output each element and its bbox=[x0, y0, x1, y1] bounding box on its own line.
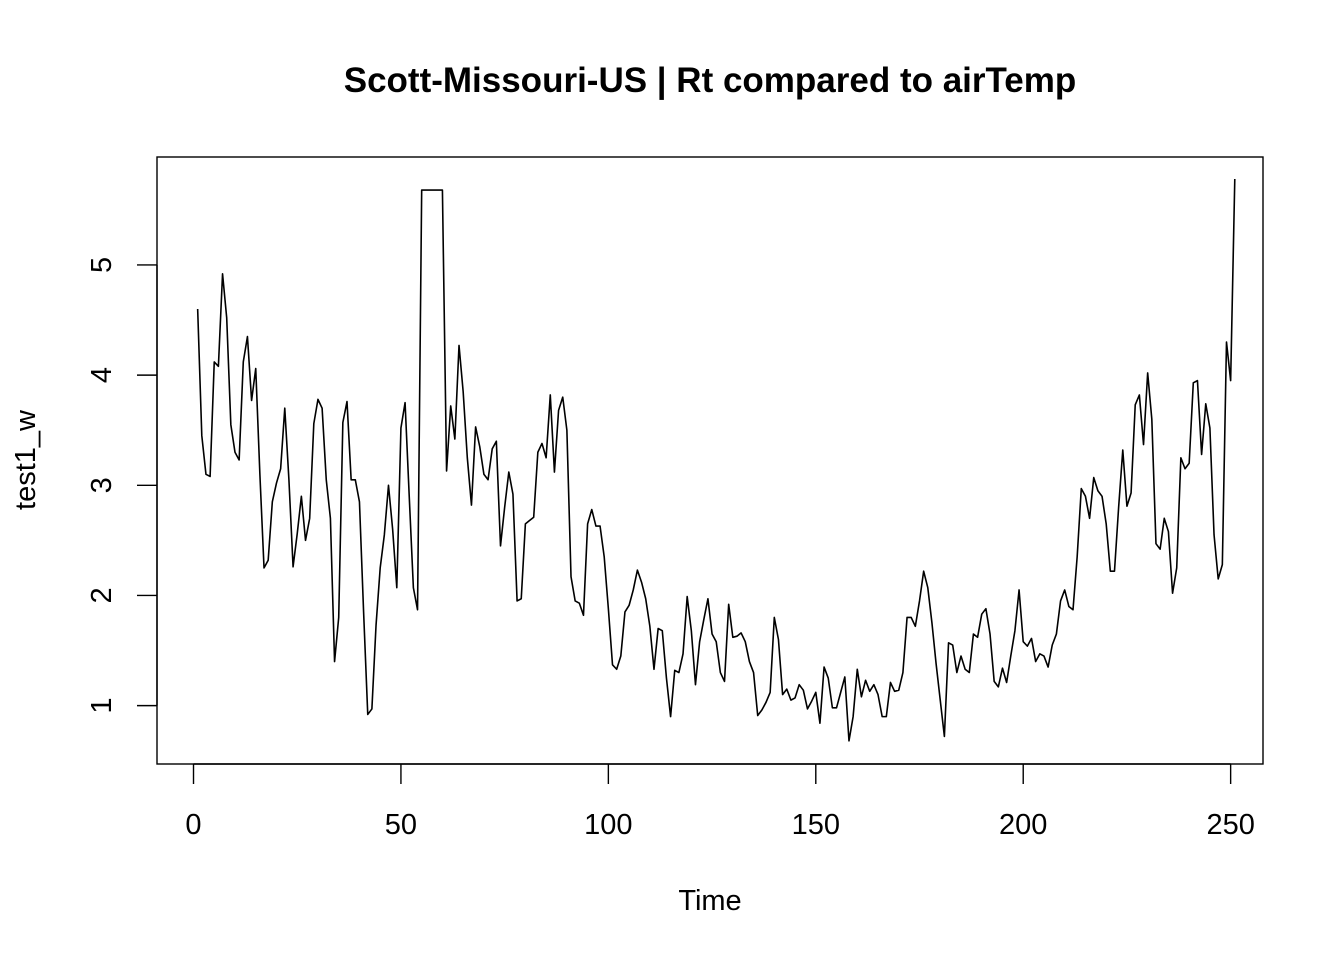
x-tick-label: 50 bbox=[385, 809, 417, 841]
x-tick-label: 100 bbox=[584, 809, 632, 841]
y-axis-label: test1_w bbox=[10, 409, 42, 510]
x-tick-label: 250 bbox=[1206, 809, 1254, 841]
y-tick-label: 5 bbox=[86, 257, 118, 273]
plot-frame bbox=[156, 156, 1264, 765]
y-axis: 1 2 3 4 5 bbox=[86, 257, 158, 714]
y-tick-label: 1 bbox=[86, 698, 118, 714]
chart-title: Scott-Missouri-US | Rt compared to airTe… bbox=[344, 61, 1077, 100]
x-tick-label: 200 bbox=[999, 809, 1047, 841]
x-axis: 0 50 100 150 200 250 bbox=[185, 763, 1255, 841]
x-tick-label: 0 bbox=[185, 809, 201, 841]
y-tick-label: 3 bbox=[86, 477, 118, 493]
y-tick-label: 2 bbox=[86, 587, 118, 603]
x-tick-label: 150 bbox=[792, 809, 840, 841]
series-line bbox=[196, 179, 1236, 742]
y-tick-label: 4 bbox=[86, 367, 118, 383]
x-axis-label: Time bbox=[678, 885, 741, 917]
series-layer bbox=[196, 179, 1236, 742]
